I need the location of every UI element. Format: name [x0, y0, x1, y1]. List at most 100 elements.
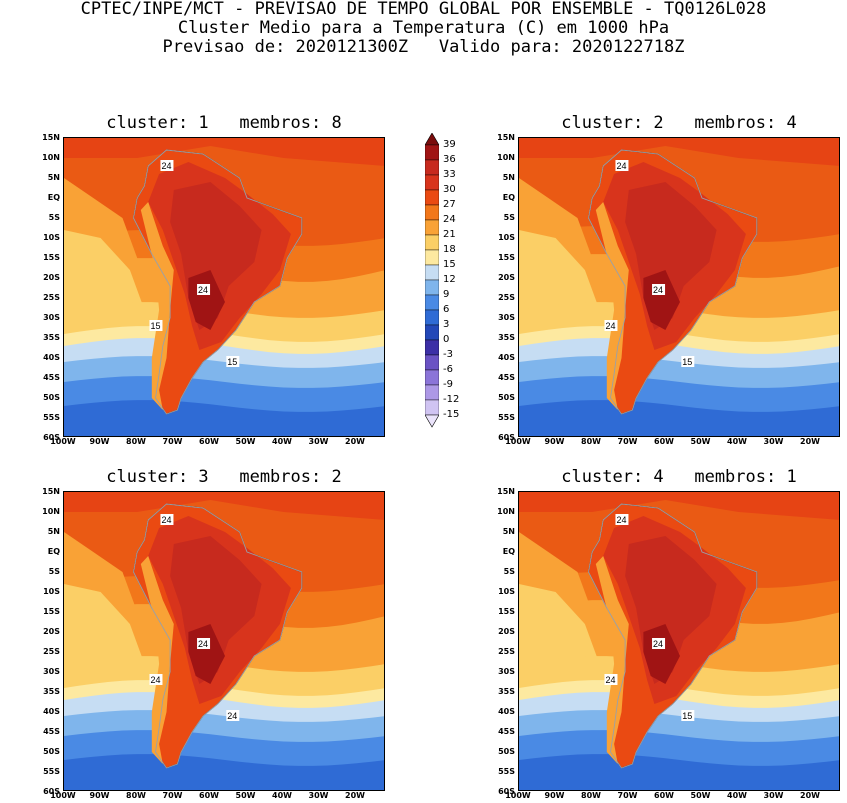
colorbar-segment: [424, 189, 440, 206]
colorbar-segment: [424, 354, 440, 371]
field-3: [519, 400, 839, 436]
lat-tick-label: 5S: [503, 213, 515, 222]
map-panel-2: 24 24 24 15: [518, 137, 840, 437]
lat-tick-label: 10S: [43, 233, 60, 242]
colorbar-segment: [424, 324, 440, 341]
lon-tick-label: 60W: [199, 437, 219, 446]
colorbar-segment: [424, 219, 440, 236]
lat-tick-label: 5N: [502, 173, 515, 182]
lat-tick-label: 15N: [497, 487, 515, 496]
contour-label: 15: [682, 711, 692, 721]
lon-tick-label: 100W: [50, 437, 76, 446]
tropical-warm-field: [64, 138, 384, 166]
contour-label: 15: [682, 357, 692, 367]
lat-tick-label: 45S: [498, 373, 515, 382]
contour-label-bg: [604, 320, 618, 331]
lon-tick-label: 100W: [505, 437, 531, 446]
field-3: [64, 754, 384, 790]
colorbar-segment: [424, 264, 440, 281]
subtitle-variable: Cluster Medio para a Temperatura (C) em …: [177, 18, 670, 38]
lon-tick-label: 60W: [654, 791, 674, 800]
contour-label-bg: [160, 514, 174, 525]
lat-tick-label: 10N: [497, 153, 515, 162]
contour-label-bg: [604, 674, 618, 685]
colorbar-label: -9: [443, 379, 453, 390]
contour-label-bg: [149, 674, 163, 685]
lat-tick-label: 50S: [43, 747, 60, 756]
map-panel-4: 24 24 24 15: [518, 491, 840, 791]
lat-tick-label: 50S: [498, 393, 515, 402]
andes-cool: [595, 556, 629, 764]
lon-tick-label: 80W: [126, 437, 146, 446]
lon-tick-label: 80W: [581, 791, 601, 800]
contour-label-bg: [197, 284, 211, 295]
contour-label: 24: [616, 161, 626, 171]
colorbar-label: 33: [443, 169, 456, 180]
colorbar-label: 21: [443, 229, 456, 240]
lat-tick-label: 50S: [498, 747, 515, 756]
colorbar-segment: [424, 159, 440, 176]
lat-tick-label: 35S: [498, 333, 515, 342]
lon-tick-label: 70W: [617, 791, 638, 800]
lon-tick-label: 70W: [162, 791, 183, 800]
pacific-18-field: [519, 230, 600, 310]
lat-tick-label: 10N: [42, 507, 60, 516]
colorbar-label: 18: [443, 244, 456, 255]
lat-tick-label: 30S: [43, 313, 60, 322]
lon-tick-label: 60W: [654, 437, 674, 446]
colorbar-segment: [424, 294, 440, 311]
colorbar-segment: [424, 234, 440, 251]
lat-tick-label: 10S: [498, 233, 515, 242]
andes-cool: [140, 556, 174, 764]
colorbar-segment: [424, 384, 440, 401]
lat-tick-label: 35S: [498, 687, 515, 696]
contour-label-bg: [226, 356, 240, 367]
lat-tick-label: 55S: [43, 767, 60, 776]
lat-tick-label: 50S: [43, 393, 60, 402]
contour-label: 24: [605, 675, 615, 685]
coastline: [588, 503, 758, 769]
contour-label: 24: [653, 639, 663, 649]
contour-label: 24: [150, 675, 160, 685]
contour-label: 24: [161, 161, 171, 171]
lon-tick-label: 50W: [235, 437, 256, 446]
coastline: [133, 149, 303, 415]
lat-tick-label: 15S: [43, 253, 60, 262]
lat-tick-label: 20S: [498, 273, 515, 282]
lat-tick-label: 45S: [43, 373, 60, 382]
lat-tick-label: 15N: [42, 133, 60, 142]
contour-label: 15: [150, 321, 160, 331]
subtitle-dates: Previsao de: 2020121300Z Valido para: 20…: [162, 37, 685, 57]
contour-label-bg: [149, 320, 163, 331]
panel-1-title: cluster: 1 membros: 8: [106, 113, 342, 133]
contour-label-bg: [160, 160, 174, 171]
colorbar-segment: [424, 204, 440, 221]
lon-tick-label: 30W: [308, 437, 329, 446]
lat-tick-label: 25S: [43, 647, 60, 656]
lon-tick-label: 20W: [800, 791, 820, 800]
lat-tick-label: 40S: [43, 353, 60, 362]
lon-tick-label: 100W: [50, 791, 76, 800]
lon-tick-label: 30W: [763, 437, 784, 446]
lon-tick-label: 40W: [727, 437, 747, 446]
lon-tick-label: 80W: [581, 437, 601, 446]
lat-tick-label: 15N: [42, 487, 60, 496]
colorbar-label: 27: [443, 199, 456, 210]
pacific-18-field: [64, 584, 145, 664]
lon-tick-label: 70W: [162, 437, 183, 446]
tropical-warm-field: [64, 492, 384, 520]
lon-tick-label: 50W: [235, 791, 256, 800]
colorbar-segment: [424, 399, 440, 416]
colorbar-segment: [424, 279, 440, 296]
colorbar-segment: [424, 249, 440, 266]
lon-tick-label: 40W: [727, 791, 747, 800]
lat-tick-label: 10N: [497, 507, 515, 516]
lat-tick-label: 40S: [43, 707, 60, 716]
lat-tick-label: 15S: [498, 607, 515, 616]
colorbar-label: -6: [443, 364, 453, 375]
colorbar-segment: [424, 369, 440, 386]
colorbar-max-arrow: [424, 132, 440, 146]
contour-label: 15: [227, 357, 237, 367]
lat-tick-label: 45S: [43, 727, 60, 736]
lon-tick-label: 40W: [272, 437, 292, 446]
